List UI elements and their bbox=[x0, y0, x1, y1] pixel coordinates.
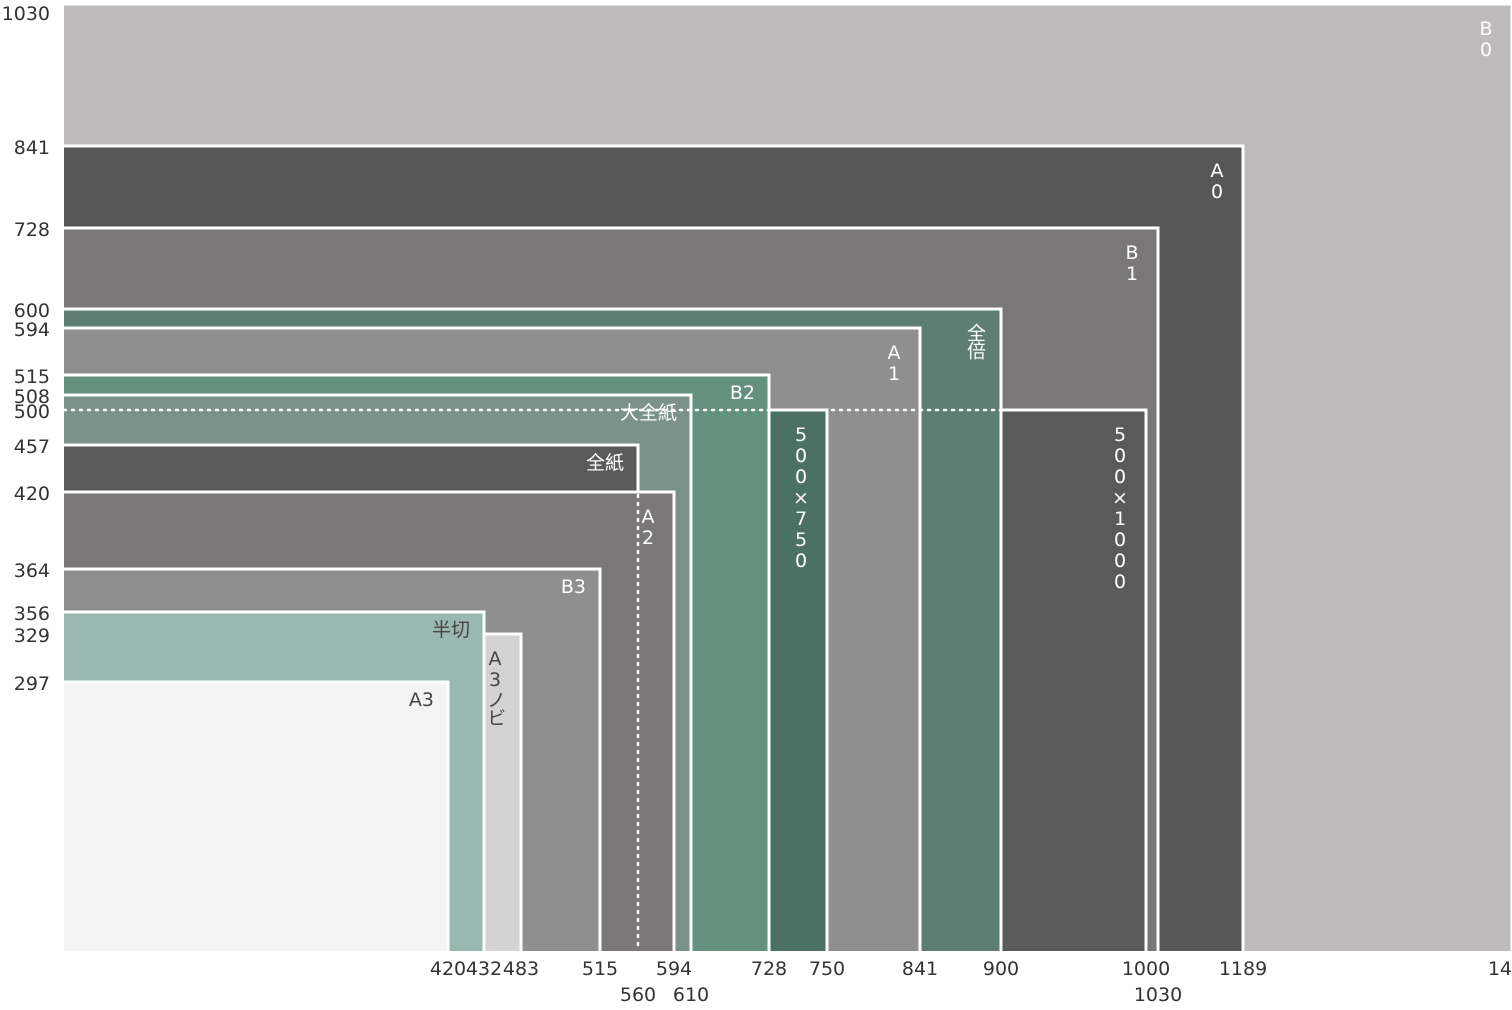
paper-edge bbox=[64, 567, 602, 951]
y-tick-label: 515 bbox=[14, 366, 50, 388]
x-tick-label: 1030 bbox=[1134, 984, 1182, 1006]
y-tick-label: 600 bbox=[14, 300, 50, 322]
paper-rect bbox=[64, 682, 448, 951]
x-tick-label: 841 bbox=[902, 958, 938, 980]
x-tick-label: 1000 bbox=[1122, 958, 1170, 980]
y-tick-label: 841 bbox=[14, 137, 50, 159]
x-tick-label: 432 bbox=[466, 958, 502, 980]
x-tick-label: 610 bbox=[673, 984, 709, 1006]
paper-edge bbox=[64, 490, 676, 951]
paper-label: B2 bbox=[730, 382, 755, 404]
x-tick-label: 420 bbox=[430, 958, 466, 980]
paper-edge bbox=[64, 610, 486, 951]
y-tick-label: 329 bbox=[14, 625, 50, 647]
x-tick-label: 515 bbox=[582, 958, 618, 980]
y-tick-label: 728 bbox=[14, 219, 50, 241]
paper-label: A2 bbox=[637, 506, 659, 548]
paper-label: B0 bbox=[1475, 18, 1497, 60]
y-tick-label: 594 bbox=[14, 319, 50, 341]
hidden-edge bbox=[62, 443, 640, 953]
x-tick-label: 750 bbox=[809, 958, 845, 980]
x-tick-label: 560 bbox=[620, 984, 656, 1006]
paper-edge bbox=[64, 373, 771, 951]
y-tick-label: 356 bbox=[14, 603, 50, 625]
paper-edge bbox=[64, 226, 1160, 951]
x-tick-label: 483 bbox=[503, 958, 539, 980]
paper-label: A1 bbox=[883, 342, 905, 384]
y-tick-label: 1030 bbox=[2, 3, 50, 25]
x-tick-label: 900 bbox=[983, 958, 1019, 980]
y-tick-label: 457 bbox=[14, 436, 50, 458]
paper-label: 500×1000 bbox=[1109, 424, 1131, 592]
y-tick-label: 364 bbox=[14, 560, 50, 582]
hidden-edge bbox=[62, 408, 1148, 953]
paper-label: 半切 bbox=[432, 619, 470, 641]
paper-label: 全倍 bbox=[964, 323, 986, 360]
paper-label: 大全紙 bbox=[620, 402, 677, 424]
paper-edge bbox=[64, 680, 450, 951]
paper-label: 500×750 bbox=[790, 424, 812, 571]
y-tick-label: 500 bbox=[14, 401, 50, 423]
paper-label: A3ノビ bbox=[484, 648, 506, 726]
y-tick-label: 420 bbox=[14, 483, 50, 505]
paper-label: B3 bbox=[561, 576, 586, 598]
paper-edge bbox=[64, 144, 1245, 951]
paper-label: A3 bbox=[409, 689, 434, 711]
paper-edge bbox=[64, 326, 922, 951]
y-tick-label: 508 bbox=[14, 386, 50, 408]
paper-label: A0 bbox=[1206, 160, 1228, 202]
y-tick-label: 297 bbox=[14, 673, 50, 695]
paper-edge bbox=[64, 2, 1512, 951]
x-tick-label: 728 bbox=[751, 958, 787, 980]
x-tick-label: 1189 bbox=[1219, 958, 1267, 980]
paper-edge bbox=[64, 307, 1003, 951]
x-tick-label: 594 bbox=[656, 958, 692, 980]
paper-label: B1 bbox=[1121, 242, 1143, 284]
paper-label: 全紙 bbox=[586, 452, 624, 474]
x-tick-label: 1456 bbox=[1488, 958, 1512, 980]
paper-edge bbox=[64, 393, 693, 951]
